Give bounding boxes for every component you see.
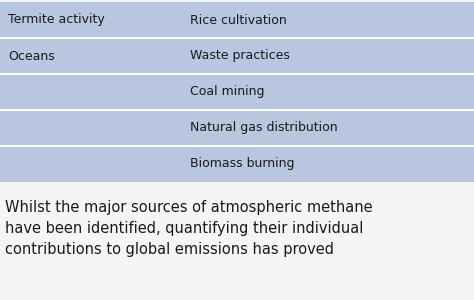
Bar (0, 2, 474, 38)
Text: Termite activity: Termite activity (8, 14, 105, 26)
Bar (0, 38, 474, 74)
Text: Rice cultivation: Rice cultivation (190, 14, 287, 26)
Bar (0, 146, 474, 182)
Text: Natural gas distribution: Natural gas distribution (190, 122, 338, 134)
Text: Waste practices: Waste practices (190, 50, 290, 62)
Text: Oceans: Oceans (8, 50, 55, 62)
Text: Coal mining: Coal mining (190, 85, 264, 98)
Text: Biomass burning: Biomass burning (190, 158, 295, 170)
Text: Whilst the major sources of atmospheric methane
have been identified, quantifyin: Whilst the major sources of atmospheric … (5, 200, 373, 257)
Bar (0, 74, 474, 110)
Bar (0, 110, 474, 146)
